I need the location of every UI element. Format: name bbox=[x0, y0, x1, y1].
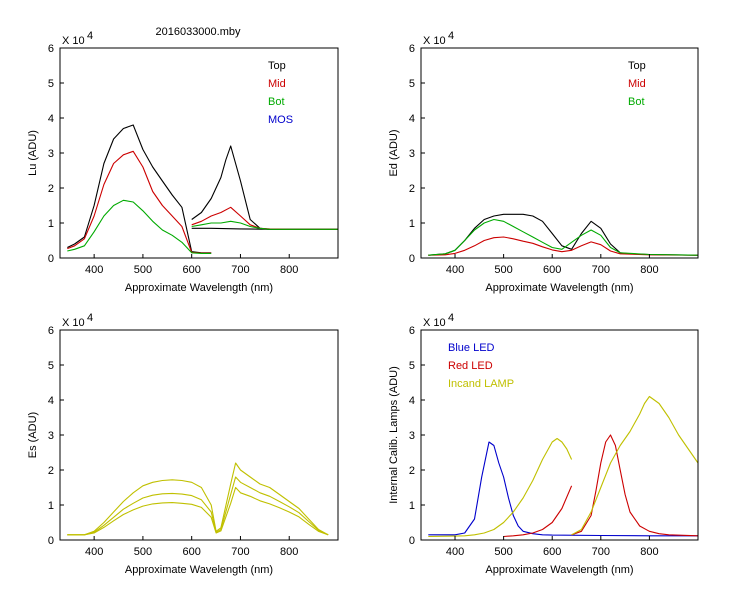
lamps-series-incand-lamp-line bbox=[571, 395, 699, 536]
lamps-xlabel: Approximate Wavelength (nm) bbox=[485, 564, 633, 576]
es-ytick-label: 6 bbox=[48, 325, 54, 337]
es-xlabel: Approximate Wavelength (nm) bbox=[125, 564, 273, 576]
ed-ytick-label: 4 bbox=[409, 113, 415, 125]
lu-ylabel: Lu (ADU) bbox=[27, 130, 39, 176]
ed-y-multiplier: X 10 bbox=[423, 35, 446, 47]
lu-series-top-line bbox=[67, 124, 212, 254]
lamps-xtick-label: 500 bbox=[494, 546, 512, 558]
lamps-xtick-label: 600 bbox=[543, 546, 561, 558]
es-series-es-line bbox=[67, 462, 329, 536]
ed-ytick-label: 2 bbox=[409, 183, 415, 195]
lu-legend-top: Top bbox=[268, 60, 286, 72]
lamps-ytick-label: 5 bbox=[409, 360, 415, 372]
ed-y-multiplier-exponent: 4 bbox=[448, 30, 454, 42]
lu-legend-mid: Mid bbox=[268, 78, 286, 90]
ed-ytick-label: 0 bbox=[409, 253, 415, 265]
lu-ytick-label: 3 bbox=[48, 148, 54, 160]
lu-legend-bot: Bot bbox=[268, 96, 285, 108]
lu-ytick-label: 4 bbox=[48, 113, 54, 125]
ed-legend-bot: Bot bbox=[628, 96, 645, 108]
ed-ytick-label: 1 bbox=[409, 218, 415, 230]
lu-legend-mos: MOS bbox=[268, 114, 293, 126]
ed-ytick-label: 5 bbox=[409, 78, 415, 90]
lu-ytick-label: 2 bbox=[48, 183, 54, 195]
es-xtick-label: 400 bbox=[85, 546, 103, 558]
lu-xtick-label: 800 bbox=[280, 264, 298, 276]
lamps-series-red-led-line bbox=[503, 485, 573, 538]
es-series-es-line bbox=[67, 476, 329, 536]
lamps-legend-incand-lamp: Incand LAMP bbox=[448, 378, 514, 390]
es-ytick-label: 4 bbox=[48, 395, 54, 407]
lu-y-multiplier-exponent: 4 bbox=[87, 30, 93, 42]
lu-ytick-label: 5 bbox=[48, 78, 54, 90]
lamps-ytick-label: 0 bbox=[409, 535, 415, 547]
es-y-multiplier: X 10 bbox=[62, 317, 85, 329]
lamps-ytick-label: 2 bbox=[409, 465, 415, 477]
ed-xtick-label: 400 bbox=[446, 264, 464, 276]
es-ytick-label: 1 bbox=[48, 500, 54, 512]
ed-series-top-line bbox=[428, 213, 699, 256]
ed-xtick-label: 800 bbox=[640, 264, 658, 276]
lamps-ytick-label: 1 bbox=[409, 500, 415, 512]
lamps-legend-blue-led: Blue LED bbox=[448, 342, 495, 354]
lamps-ytick-label: 4 bbox=[409, 395, 415, 407]
es-xtick-label: 700 bbox=[231, 546, 249, 558]
es-xtick-label: 600 bbox=[183, 546, 201, 558]
ed-legend-mid: Mid bbox=[628, 78, 646, 90]
lu-series-bot-line bbox=[67, 199, 212, 254]
lu-ytick-label: 0 bbox=[48, 253, 54, 265]
es-xtick-label: 800 bbox=[280, 546, 298, 558]
lamps-legend-red-led: Red LED bbox=[448, 360, 493, 372]
ed-legend-top: Top bbox=[628, 60, 646, 72]
ed-xlabel: Approximate Wavelength (nm) bbox=[485, 282, 633, 294]
lu-xtick-label: 700 bbox=[231, 264, 249, 276]
ed-xtick-label: 600 bbox=[543, 264, 561, 276]
lamps-xtick-label: 800 bbox=[640, 546, 658, 558]
es-ylabel: Es (ADU) bbox=[27, 412, 39, 458]
lamps-series-red-led-line bbox=[571, 434, 699, 537]
es-ytick-label: 5 bbox=[48, 360, 54, 372]
lu-series-mid-line bbox=[67, 150, 212, 254]
ed-series-mid-line bbox=[428, 236, 699, 256]
lu-xtick-label: 600 bbox=[183, 264, 201, 276]
lu-ytick-label: 1 bbox=[48, 218, 54, 230]
es-xtick-label: 500 bbox=[134, 546, 152, 558]
lamps-series-incand-lamp-line bbox=[428, 437, 573, 538]
ed-xtick-label: 500 bbox=[494, 264, 512, 276]
figure-title: 2016033000.mby bbox=[155, 26, 241, 38]
ed-ylabel: Ed (ADU) bbox=[388, 129, 400, 176]
es-ytick-label: 2 bbox=[48, 465, 54, 477]
ed-ytick-label: 3 bbox=[409, 148, 415, 160]
es-y-multiplier-exponent: 4 bbox=[87, 312, 93, 324]
lu-y-multiplier: X 10 bbox=[62, 35, 85, 47]
es-series-es-line bbox=[67, 486, 329, 536]
lamps-xtick-label: 700 bbox=[592, 546, 610, 558]
lamps-y-multiplier: X 10 bbox=[423, 317, 446, 329]
lamps-ytick-label: 3 bbox=[409, 430, 415, 442]
ed-series-bot-line bbox=[428, 218, 699, 256]
ed-ytick-label: 6 bbox=[409, 43, 415, 55]
lu-series-bot-line bbox=[191, 220, 338, 230]
lu-ytick-label: 6 bbox=[48, 43, 54, 55]
lu-xtick-label: 500 bbox=[134, 264, 152, 276]
es-ytick-label: 0 bbox=[48, 535, 54, 547]
lamps-ylabel: Internal Calib. Lamps (ADU) bbox=[388, 366, 400, 504]
lu-xlabel: Approximate Wavelength (nm) bbox=[125, 282, 273, 294]
lamps-y-multiplier-exponent: 4 bbox=[448, 312, 454, 324]
lu-xtick-label: 400 bbox=[85, 264, 103, 276]
es-ytick-label: 3 bbox=[48, 430, 54, 442]
ed-xtick-label: 700 bbox=[592, 264, 610, 276]
lamps-ytick-label: 6 bbox=[409, 325, 415, 337]
lamps-series-blue-led-line bbox=[428, 441, 698, 537]
lamps-xtick-label: 400 bbox=[446, 546, 464, 558]
